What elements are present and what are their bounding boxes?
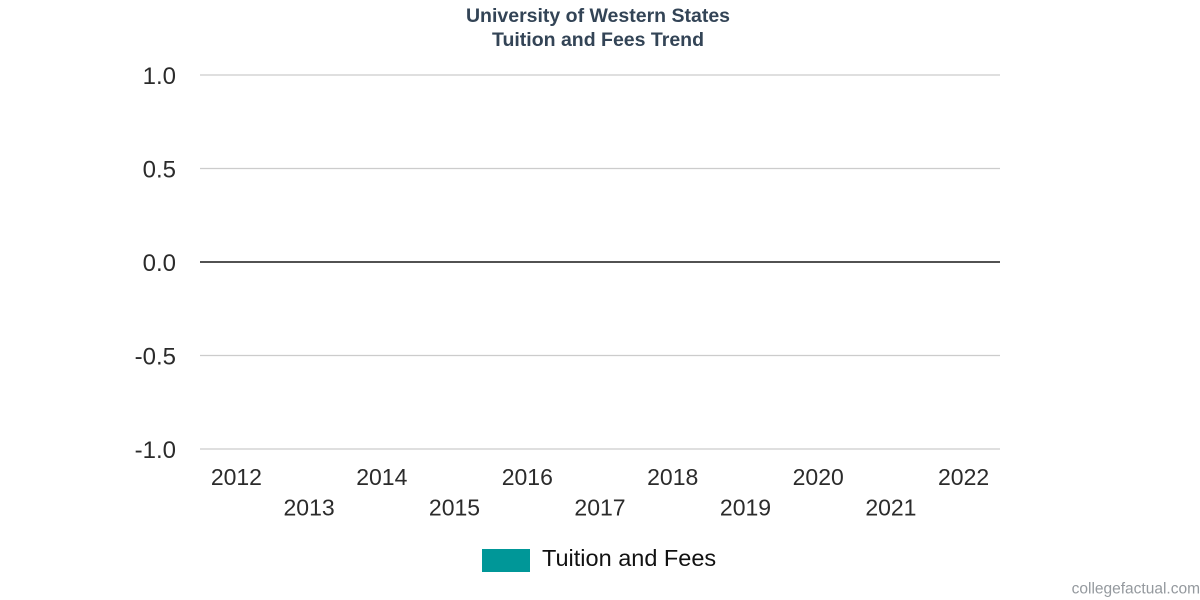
- svg-text:collegefactual.com: collegefactual.com: [1072, 580, 1200, 597]
- svg-text:2019: 2019: [720, 495, 771, 521]
- svg-text:University of Western States: University of Western States: [466, 5, 730, 27]
- svg-text:2018: 2018: [647, 464, 698, 490]
- svg-text:2012: 2012: [211, 464, 262, 490]
- svg-text:2013: 2013: [284, 495, 335, 521]
- svg-text:-1.0: -1.0: [135, 437, 176, 464]
- svg-text:2016: 2016: [502, 464, 553, 490]
- svg-text:-0.5: -0.5: [135, 344, 176, 371]
- svg-text:Tuition and Fees Trend: Tuition and Fees Trend: [492, 29, 704, 51]
- svg-text:2014: 2014: [356, 464, 407, 490]
- svg-text:2021: 2021: [865, 495, 916, 521]
- svg-text:0.0: 0.0: [143, 250, 176, 277]
- svg-text:2015: 2015: [429, 495, 480, 521]
- svg-text:1.0: 1.0: [143, 63, 176, 90]
- svg-text:2017: 2017: [574, 495, 625, 521]
- svg-text:Tuition and Fees: Tuition and Fees: [542, 545, 716, 571]
- svg-text:0.5: 0.5: [143, 157, 176, 184]
- svg-text:2022: 2022: [938, 464, 989, 490]
- svg-text:2020: 2020: [793, 464, 844, 490]
